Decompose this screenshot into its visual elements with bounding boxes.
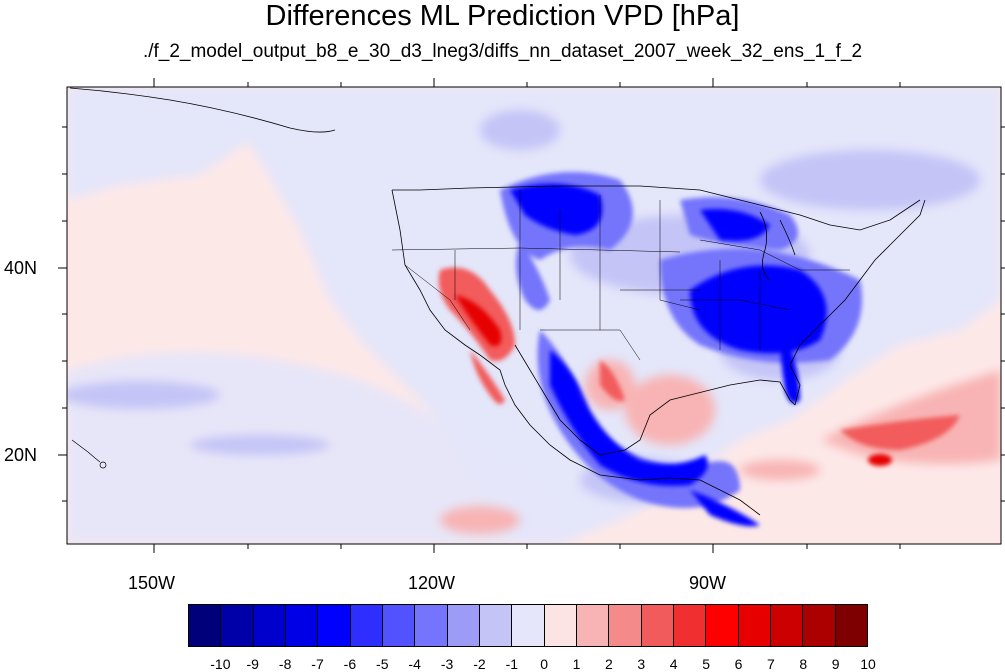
colorbar-tick-label: -10 — [210, 656, 231, 672]
lon-label-90w: 90W — [689, 573, 727, 593]
colorbar-swatch — [253, 605, 286, 646]
colorbar-swatch — [415, 605, 448, 646]
colorbar-tick-label: -7 — [311, 656, 324, 672]
map-subtitle: ./f_2_model_output_b8_e_30_d3_lneg3/diff… — [142, 41, 863, 62]
colorbar-swatch — [512, 605, 545, 646]
colorbar-swatch — [576, 605, 610, 646]
deep-blue-regions — [510, 183, 827, 527]
colorbar-tick-label: 1 — [572, 656, 581, 672]
lat-label-20n: 20N — [4, 445, 38, 465]
colorbar-swatch — [350, 605, 383, 646]
lon-label-120w: 120W — [408, 573, 456, 593]
colorbar-swatch — [479, 605, 513, 646]
colorbar-tick-label: -2 — [473, 656, 486, 672]
difference-map — [58, 78, 1005, 553]
colorbar-tick-label: -1 — [505, 656, 519, 672]
colorbar-tick-label: 6 — [734, 656, 743, 672]
data-field — [67, 87, 1001, 544]
colorbar-tick-label: -9 — [246, 656, 259, 672]
colorbar-tick-label: -5 — [376, 656, 389, 672]
colorbar-swatch — [641, 605, 674, 646]
colorbar-tick-label: 0 — [540, 656, 549, 672]
colorbar-swatch — [803, 605, 836, 646]
islands — [71, 439, 107, 469]
colorbar — [188, 604, 868, 647]
colorbar-tick-label: 2 — [605, 656, 613, 672]
colorbar-swatch — [835, 605, 867, 646]
colorbar-tick-label: -6 — [343, 656, 357, 672]
colorbar-tick-label: 8 — [799, 656, 808, 672]
colorbar-swatch — [770, 605, 804, 646]
colorbar-swatch — [285, 605, 319, 646]
colorbar-tick-label: -4 — [408, 656, 421, 672]
colorbar-tick-label: 5 — [702, 656, 710, 672]
coastlines — [69, 87, 926, 516]
colorbar-swatch — [447, 605, 480, 646]
lat-label-40n: 40N — [4, 258, 38, 278]
colorbar-swatch — [673, 605, 707, 646]
colorbar-swatch — [706, 605, 739, 646]
colorbar-tick-label: 10 — [860, 656, 876, 672]
colorbar-swatch — [318, 605, 351, 646]
colorbar-tick-label: -8 — [278, 656, 292, 672]
colorbar-tick-label: 9 — [831, 656, 840, 672]
map-frame — [66, 86, 1002, 545]
colorbar-labels: -10 -9 -8 -7 -6 -5 -4 -3 -2 -1 0 1 2 3 4 5 6 7 8 9 10 — [0, 656, 1005, 672]
colorbar-swatch — [189, 605, 222, 646]
colorbar-swatch — [382, 605, 416, 646]
colorbar-tick-label: -3 — [440, 656, 454, 672]
map-title: Differences ML Prediction VPD [hPa] — [265, 0, 740, 32]
colorbar-tick-label: 7 — [766, 656, 775, 672]
colorbar-swatch — [221, 605, 254, 646]
colorbar-swatch — [544, 605, 577, 646]
colorbar-swatch — [609, 605, 642, 646]
colorbar-tick-label: 3 — [637, 656, 646, 672]
state-borders — [391, 190, 850, 361]
axis-ticks — [58, 78, 1005, 553]
colorbar-swatch — [738, 605, 771, 646]
dark-red-regions — [455, 295, 892, 466]
lon-label-150w: 150W — [128, 573, 176, 593]
colorbar-tick-label: 4 — [669, 656, 678, 672]
